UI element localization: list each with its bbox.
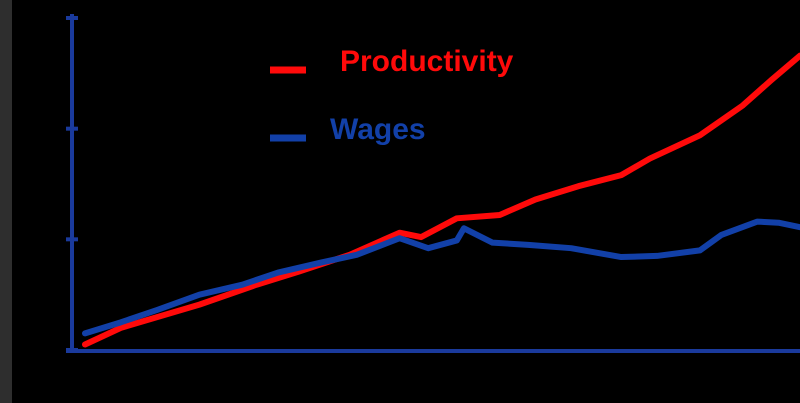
series-line xyxy=(82,218,800,337)
side-strip xyxy=(0,0,12,403)
series-line xyxy=(82,52,800,348)
legend-label: Productivity xyxy=(340,45,514,78)
legend-label: Wages xyxy=(330,113,426,146)
